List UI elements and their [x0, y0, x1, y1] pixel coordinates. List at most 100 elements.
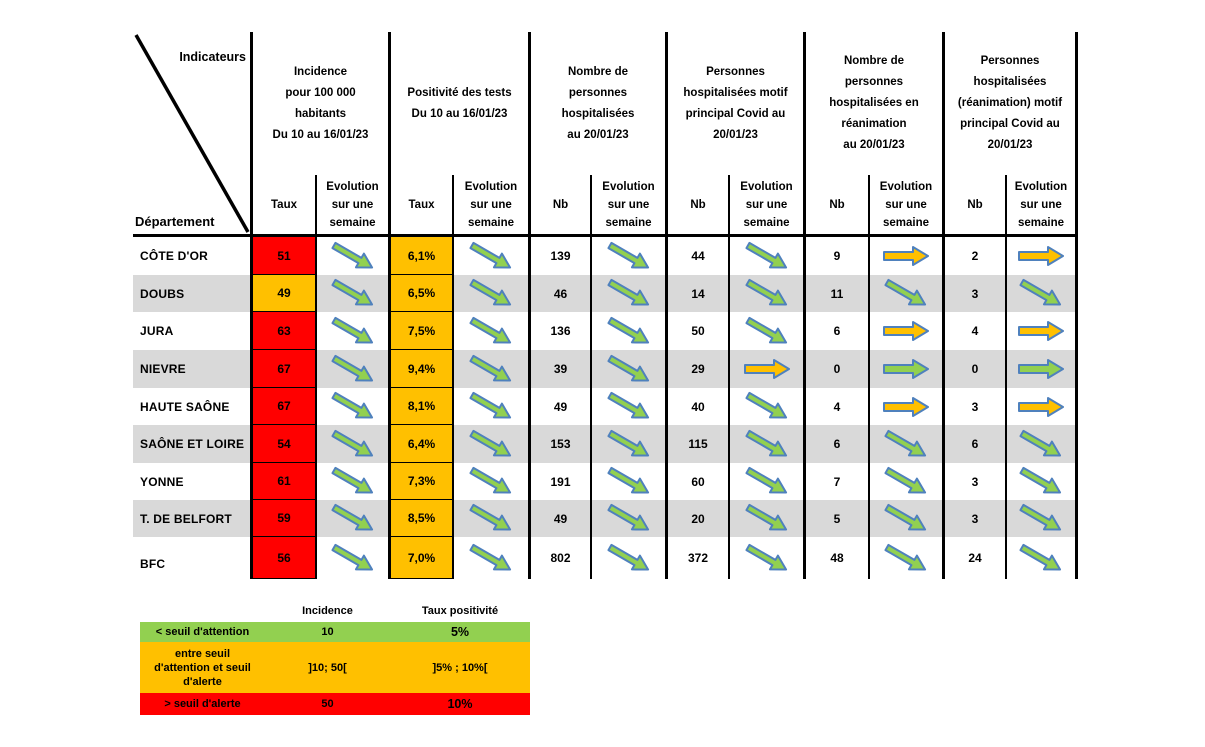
trend-decreasing-icon: [466, 238, 516, 275]
trend-decreasing-icon: [328, 500, 378, 537]
column-group-title-rea-motif-covid: Personnes hospitalisées (réanimation) mo…: [942, 32, 1078, 175]
legend-header-incidence: Incidence: [302, 605, 353, 617]
evolution-cell: [728, 537, 803, 579]
trend-decreasing-icon: [881, 275, 931, 312]
column-header-reanimation-value: Nb: [803, 175, 868, 237]
evolution-cell: [315, 388, 388, 425]
trend-decreasing-icon: [1016, 500, 1066, 537]
value-cell: 51: [250, 237, 315, 275]
evolution-cell: [590, 425, 665, 463]
evolution-cell: [315, 237, 388, 275]
legend-positivite-green: 5%: [390, 622, 530, 642]
value-cell: 0: [942, 350, 1005, 388]
evolution-cell: [452, 350, 528, 388]
evolution-cell: [452, 275, 528, 312]
trend-decreasing-icon: [466, 500, 516, 537]
trend-decreasing-icon: [604, 351, 654, 388]
trend-decreasing-icon: [604, 463, 654, 500]
value-cell: 67: [250, 350, 315, 388]
value-cell: 6,4%: [388, 425, 452, 463]
column-header-rea-motif-covid-value: Nb: [942, 175, 1005, 237]
legend-label-green: < seuil d'attention: [140, 622, 265, 642]
evolution-cell: [452, 312, 528, 350]
value-cell: 2: [942, 237, 1005, 275]
evolution-cell: [1005, 500, 1078, 537]
trend-decreasing-icon: [328, 426, 378, 463]
evolution-cell: [868, 537, 942, 579]
column-group-title-positivite: Positivité des tests Du 10 au 16/01/23: [388, 32, 528, 175]
trend-decreasing-icon: [328, 238, 378, 275]
column-group-title-incidence: Incidence pour 100 000 habitants Du 10 a…: [250, 32, 388, 175]
trend-decreasing-icon: [742, 388, 792, 425]
value-cell: 49: [528, 500, 590, 537]
trend-decreasing-icon: [604, 500, 654, 537]
legend-header-taux-positivite: Taux positivité: [421, 605, 499, 617]
value-cell: 115: [665, 425, 728, 463]
evolution-cell: [868, 350, 942, 388]
value-cell: 9: [803, 237, 868, 275]
evolution-cell: [452, 425, 528, 463]
value-cell: 49: [528, 388, 590, 425]
value-cell: 6,5%: [388, 275, 452, 312]
row-header-department: BFC: [140, 557, 166, 571]
legend: Incidence Taux positivité < seuil d'attent…: [140, 600, 530, 715]
trend-decreasing-icon: [742, 426, 792, 463]
value-cell: 40: [665, 388, 728, 425]
evolution-cell: [452, 500, 528, 537]
trend-stable-orange-icon: [883, 246, 929, 266]
trend-stable-orange-icon: [883, 396, 929, 417]
value-cell: 29: [665, 350, 728, 388]
evolution-cell: [728, 237, 803, 275]
evolution-cell: [590, 237, 665, 275]
trend-decreasing-icon: [604, 426, 654, 463]
trend-stable-green-icon: [883, 359, 929, 379]
legend-label-red: > seuil d'alerte: [140, 693, 265, 715]
evolution-cell: [868, 463, 942, 500]
legend-positivite-orange: ]5% ; 10%[: [390, 642, 530, 693]
value-cell: 191: [528, 463, 590, 500]
trend-decreasing-icon: [604, 313, 654, 350]
evolution-cell: [868, 312, 942, 350]
value-cell: 7,3%: [388, 463, 452, 500]
evolution-cell: [315, 500, 388, 537]
value-cell: 6: [803, 425, 868, 463]
trend-stable-orange-icon: [1018, 396, 1064, 417]
trend-decreasing-icon: [328, 463, 378, 500]
trend-stable-orange-icon: [1018, 246, 1064, 266]
value-cell: 46: [528, 275, 590, 312]
value-cell: 6,1%: [388, 237, 452, 275]
row-header-department: HAUTE SAÔNE: [140, 399, 230, 414]
column-group-title-hospitalisations: Nombre de personnes hospitalisées au 20/…: [528, 32, 665, 175]
evolution-cell: [1005, 237, 1078, 275]
evolution-cell: [590, 388, 665, 425]
column-header-hospitalisations-evolution: Evolution sur une semaine: [590, 175, 665, 237]
row-header-department: T. DE BELFORT: [133, 500, 250, 537]
value-cell: 3: [942, 463, 1005, 500]
value-cell: 4: [942, 312, 1005, 350]
value-cell: 3: [942, 500, 1005, 537]
evolution-cell: [590, 275, 665, 312]
row-header-department: NIEVRE: [133, 350, 250, 388]
evolution-cell: [590, 350, 665, 388]
column-header-positivite-evolution: Evolution sur une semaine: [452, 175, 528, 237]
trend-decreasing-icon: [328, 275, 378, 312]
value-cell: 14: [665, 275, 728, 312]
value-cell: 50: [665, 312, 728, 350]
row-header-department: CÔTE D'OR: [140, 249, 208, 263]
trend-decreasing-icon: [466, 426, 516, 463]
evolution-cell: [1005, 463, 1078, 500]
evolution-cell: [1005, 537, 1078, 579]
trend-decreasing-icon: [328, 540, 378, 577]
trend-decreasing-icon: [881, 463, 931, 500]
trend-decreasing-icon: [742, 463, 792, 500]
evolution-cell: [1005, 312, 1078, 350]
value-cell: 67: [250, 388, 315, 425]
value-cell: 7,0%: [388, 537, 452, 579]
evolution-cell: [868, 500, 942, 537]
evolution-cell: [452, 237, 528, 275]
evolution-cell: [728, 388, 803, 425]
row-header-department: DOUBS: [133, 275, 250, 312]
evolution-cell: [590, 463, 665, 500]
evolution-cell: [315, 312, 388, 350]
